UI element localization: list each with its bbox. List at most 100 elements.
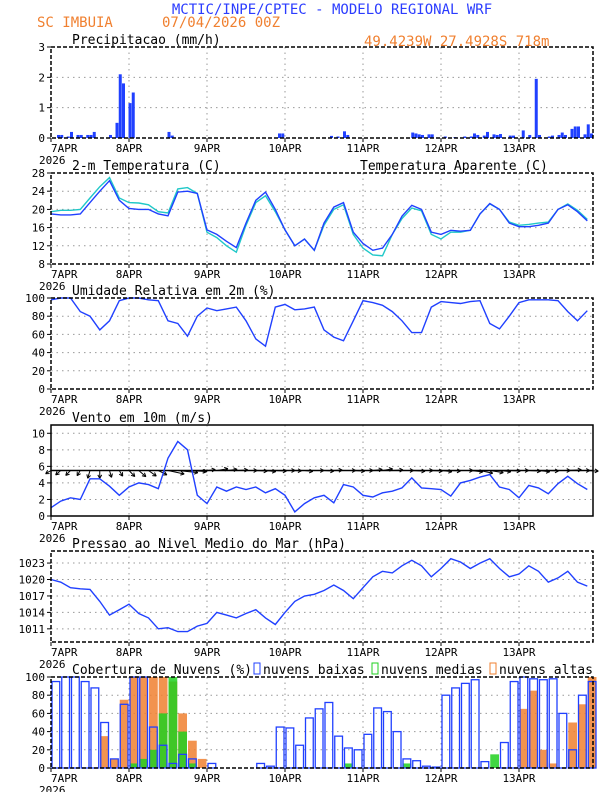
precip-bar xyxy=(79,134,83,138)
y-tick-label: 1 xyxy=(38,102,45,115)
x-tick-label: 7APR xyxy=(51,646,78,659)
x-tick-label: 10APR xyxy=(268,772,301,785)
precip-bar xyxy=(476,134,480,138)
wind-title: Vento em 10m (m/s) xyxy=(72,411,213,426)
x-tick-label: 8APR xyxy=(116,393,143,406)
y-tick-label: 60 xyxy=(32,328,45,341)
precip-bar xyxy=(66,136,70,138)
cloud-bar-baixas xyxy=(363,733,373,769)
x-tick-label: 8APR xyxy=(116,520,143,533)
cloud-bar-altas xyxy=(519,708,529,768)
precip-bar xyxy=(534,78,538,138)
x-tick-label: 13APR xyxy=(502,268,535,281)
legend-label: nuvens baixas xyxy=(263,663,365,678)
precip-bar xyxy=(499,134,502,138)
precip-bar xyxy=(170,135,174,138)
wind-vector-head xyxy=(180,471,185,476)
x-tick-label: 7APR xyxy=(51,268,78,281)
y-tick-label: 80 xyxy=(32,689,45,702)
wind-panel: Vento em 10m (m/s) 0 2 4 6 8 10 7APR 8APR 9APR 10A… xyxy=(32,411,599,545)
temp-line xyxy=(50,176,588,257)
precip-bar xyxy=(89,134,93,138)
precip-bar xyxy=(590,133,593,138)
precip-bar xyxy=(586,124,590,138)
y-tick-label: 100 xyxy=(25,292,45,305)
wind-vector-head xyxy=(76,471,81,477)
precip-bar xyxy=(128,103,132,138)
x-tick-label: 13APR xyxy=(502,772,535,785)
x-tick-label: 11APR xyxy=(346,393,379,406)
y-tick-label: 100 xyxy=(25,671,45,684)
precip-bar xyxy=(343,131,346,138)
cloud-bar-altas xyxy=(578,704,587,768)
precip-bar xyxy=(463,136,467,138)
cloud-bar-baixas xyxy=(275,726,285,769)
precip-bar xyxy=(473,133,476,138)
wind-vector xyxy=(128,470,136,477)
legend-label: nuvens altas xyxy=(499,663,593,678)
x-tick-label: 12APR xyxy=(424,268,457,281)
y-tick-label: 28 xyxy=(32,167,45,180)
cloud-bar-baixas xyxy=(148,726,158,769)
rh-frame xyxy=(50,297,594,390)
cloud-bar-baixas xyxy=(382,710,392,769)
precip-bar xyxy=(86,134,90,138)
precip-bar xyxy=(570,128,574,138)
wind-vector-head xyxy=(65,471,70,476)
cloud-bar-medias xyxy=(168,677,178,768)
cloud-bar-baixas xyxy=(256,762,266,769)
x-tick-label: 7APR xyxy=(51,772,78,785)
y-tick-label: 2 xyxy=(38,71,45,84)
wind-vector-head xyxy=(45,470,50,475)
y-tick-label: 20 xyxy=(32,365,45,378)
y-tick-label: 4 xyxy=(38,477,45,490)
y-tick-label: 80 xyxy=(32,310,45,323)
x-tick-label: 10APR xyxy=(268,268,301,281)
y-tick-label: 1023 xyxy=(19,557,46,570)
cloud-bar-altas xyxy=(188,740,197,768)
y-tick-label: 3 xyxy=(38,41,45,54)
x-tick-label: 9APR xyxy=(194,646,221,659)
cloud-bar-medias xyxy=(344,763,353,768)
temp-frame xyxy=(50,172,594,265)
wind-vector-head xyxy=(152,472,157,477)
x-tick-label: 13APR xyxy=(502,520,535,533)
press-panel: Pressao ao Nivel Medio do Mar (hPa) 1011 1… xyxy=(19,537,594,671)
precip-bar xyxy=(495,134,499,138)
cloud-bar-baixas xyxy=(285,727,295,769)
x-tick-label: 13APR xyxy=(502,142,535,155)
precip-bar xyxy=(482,135,486,138)
precip-bar xyxy=(60,134,64,138)
precip-bar xyxy=(557,134,561,138)
wind-line xyxy=(50,440,588,513)
precip-bar xyxy=(131,92,135,138)
x-tick-label: 8APR xyxy=(116,142,143,155)
cloud-bar-baixas xyxy=(334,735,344,769)
cloud-bar-medias xyxy=(178,731,187,768)
x-tick-label: 7APR xyxy=(51,393,78,406)
precip-bar xyxy=(414,133,418,138)
precip-bar xyxy=(512,135,515,138)
cloud-bar-baixas xyxy=(304,717,314,769)
precip-bar xyxy=(573,126,577,138)
cloud-bar-baixas xyxy=(90,687,100,769)
legend-swatch xyxy=(489,662,497,675)
wind-vector-head xyxy=(108,473,113,478)
y-tick-label: 8 xyxy=(38,444,45,457)
x-tick-label: 7APR xyxy=(51,520,78,533)
x-tick-label: 11APR xyxy=(346,520,379,533)
cloud-bar-baixas xyxy=(70,676,80,769)
precip-bar xyxy=(281,133,285,138)
cloud-bar-baixas xyxy=(451,687,461,769)
x-tick-label: 11APR xyxy=(346,268,379,281)
cloud-bar-baixas xyxy=(558,712,568,769)
temp-panel: 2-m Temperatura (C) Temperatura Aparente … xyxy=(32,159,594,293)
cloud-bar-altas xyxy=(110,758,119,768)
wind-frame xyxy=(50,424,594,517)
wind-vector xyxy=(45,470,52,475)
x-year-label: 2026 xyxy=(39,532,66,545)
cloud-bar-medias xyxy=(139,758,148,768)
x-tick-label: 10APR xyxy=(268,142,301,155)
y-tick-label: 2 xyxy=(38,493,45,506)
